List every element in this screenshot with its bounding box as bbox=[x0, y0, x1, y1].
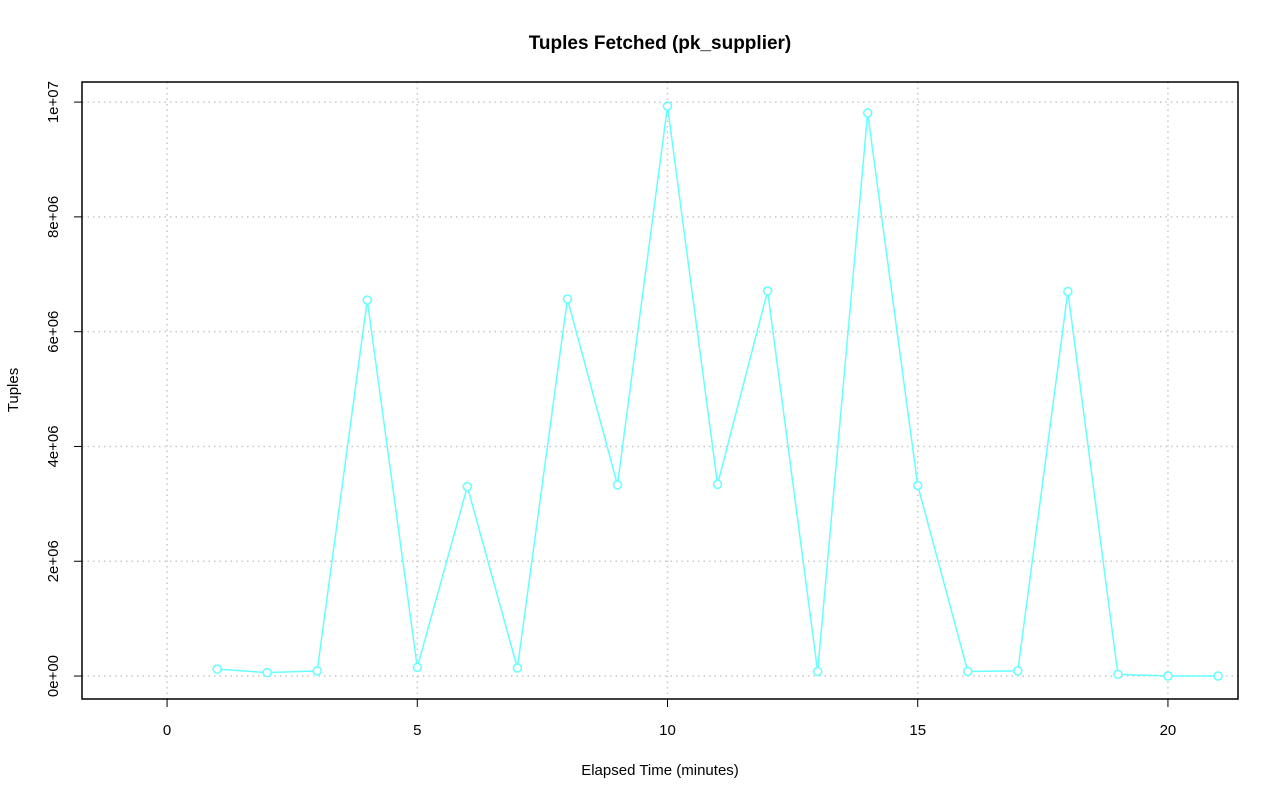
data-point bbox=[862, 108, 873, 118]
data-point bbox=[812, 666, 823, 677]
data-point bbox=[712, 479, 723, 490]
chart-title: Tuples Fetched (pk_supplier) bbox=[529, 33, 792, 54]
data-point bbox=[963, 666, 973, 677]
data-point bbox=[1213, 671, 1223, 681]
data-point bbox=[562, 294, 573, 304]
data-point bbox=[612, 480, 623, 490]
data-point bbox=[912, 480, 923, 491]
y-tick-label: 0e+00 bbox=[45, 655, 62, 697]
data-point bbox=[462, 481, 473, 492]
data-point bbox=[1063, 286, 1073, 297]
series-line bbox=[217, 106, 1218, 677]
x-tick-label: 0 bbox=[163, 722, 171, 739]
data-point bbox=[662, 101, 673, 111]
x-tick-label: 15 bbox=[909, 722, 926, 739]
data-point bbox=[262, 667, 272, 678]
data-point bbox=[1113, 669, 1123, 680]
data-point bbox=[1163, 671, 1173, 681]
y-axis-label: Tuples bbox=[5, 368, 22, 412]
y-tick-label: 8e+06 bbox=[45, 196, 62, 238]
data-point bbox=[512, 663, 523, 673]
axes: 0 5 10 15 20 0e+00 2e+06 4e+06 6e+06 8e+06 1e+07 bbox=[45, 81, 1176, 739]
y-tick-label: 4e+06 bbox=[45, 425, 62, 467]
data-point bbox=[312, 666, 322, 676]
data-point bbox=[412, 662, 423, 673]
y-tick-label: 6e+06 bbox=[45, 311, 62, 353]
data-point bbox=[362, 295, 372, 305]
x-tick-label: 10 bbox=[659, 722, 676, 739]
series-tuples bbox=[212, 101, 1223, 681]
data-point bbox=[762, 286, 773, 296]
data-point bbox=[1013, 666, 1023, 676]
x-tick-label: 5 bbox=[413, 722, 421, 739]
grid bbox=[82, 82, 1238, 699]
y-tick-label: 1e+07 bbox=[45, 81, 62, 123]
x-tick-label: 20 bbox=[1160, 722, 1177, 739]
y-tick-label: 2e+06 bbox=[45, 540, 62, 582]
data-point bbox=[212, 664, 222, 674]
x-axis-label: Elapsed Time (minutes) bbox=[581, 762, 739, 779]
plot-frame bbox=[81, 81, 1239, 700]
